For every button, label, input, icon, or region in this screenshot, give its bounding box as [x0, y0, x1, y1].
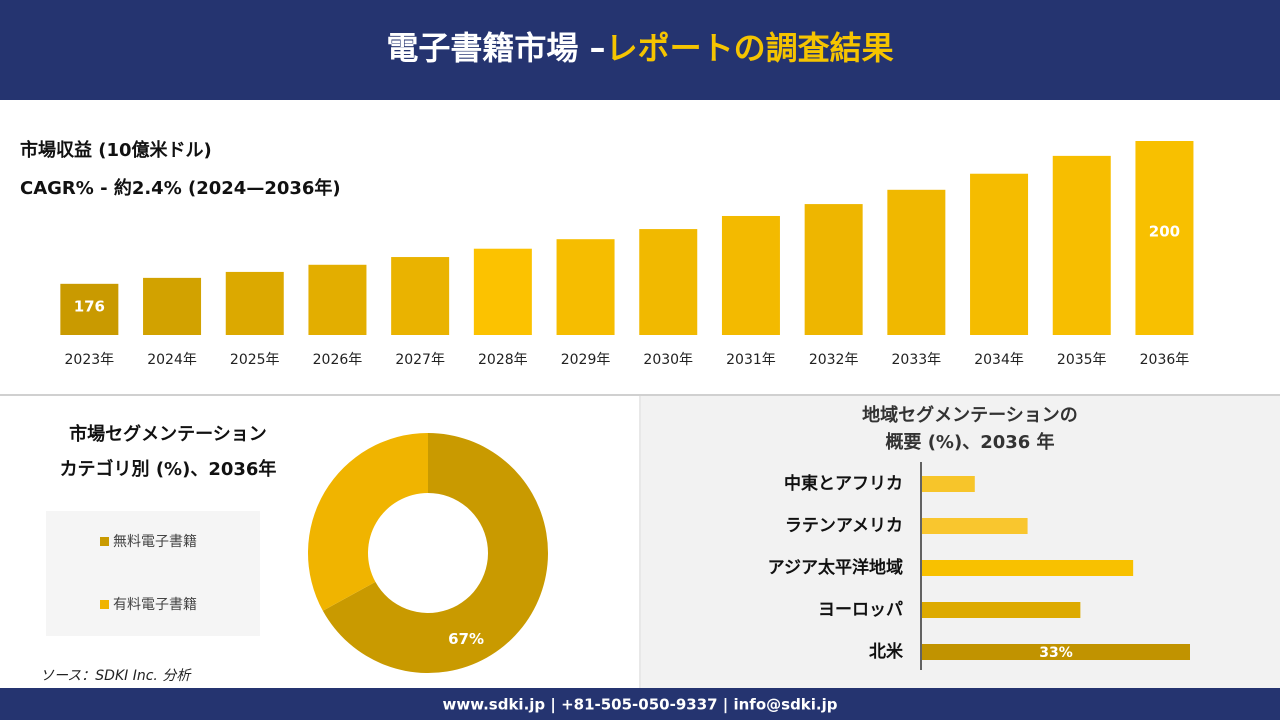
data-label: 33% — [1039, 645, 1073, 661]
legend-box — [46, 511, 260, 636]
x-tick-label: 2035年 — [1057, 352, 1107, 368]
x-tick-label: 2027年 — [395, 352, 445, 368]
region-panel — [641, 396, 1280, 688]
source: ソース：SDKI Inc. 分析 — [40, 668, 192, 684]
bar — [922, 644, 1190, 660]
x-tick-label: 2025年 — [230, 352, 280, 368]
bar — [970, 173, 1029, 335]
legend-label: 無料電子書籍 — [113, 533, 197, 550]
bar — [308, 264, 367, 335]
chart-title: 市場セグメンテーション — [69, 423, 267, 445]
header-title: 電子書籍市場 –レポートの調査結果 — [386, 29, 893, 67]
x-tick-label: 2029年 — [561, 352, 611, 368]
x-tick-label: 2024年 — [147, 352, 197, 368]
bar — [143, 277, 202, 335]
y-tick-label: 中東とアフリカ — [784, 473, 903, 494]
bar — [922, 518, 1028, 534]
bar — [639, 229, 698, 335]
x-tick-label: 2023年 — [65, 352, 115, 368]
bar — [60, 283, 119, 335]
x-tick-label: 2034年 — [974, 352, 1024, 368]
header-bar — [0, 0, 1280, 100]
data-label: 176 — [74, 297, 105, 315]
bar — [804, 204, 863, 335]
chart-title: 概要 (%)、2036 年 — [885, 431, 1054, 453]
legend-label: 有料電子書籍 — [113, 596, 197, 613]
bar — [922, 560, 1134, 576]
bar — [1135, 141, 1194, 335]
bar — [1052, 155, 1111, 335]
y-tick-label: アジア太平洋地域 — [768, 557, 903, 578]
footer: www.sdki.jp | +81-505-050-9337 | info@sd… — [442, 696, 837, 715]
title-accent: レポートの調査結果 — [606, 29, 894, 67]
bar — [556, 239, 615, 335]
chart-title: 市場収益 (10億米ドル) — [20, 139, 212, 161]
bar — [721, 215, 780, 335]
x-tick-label: 2036年 — [1140, 352, 1190, 368]
y-tick-label: ラテンアメリカ — [785, 516, 903, 536]
donut-slice — [322, 433, 548, 674]
x-tick-label: 2026年 — [313, 352, 363, 368]
chart-subtitle: CAGR% - 約2.4% (2024—2036年) — [20, 177, 341, 199]
bar — [225, 271, 284, 335]
legend-swatch — [100, 600, 109, 609]
bar — [887, 189, 946, 335]
x-tick-label: 2030年 — [643, 352, 693, 368]
y-tick-label: ヨーロッパ — [818, 600, 903, 620]
donut-slice — [308, 433, 428, 611]
chart-subtitle: カテゴリ別 (%)、2036年 — [60, 458, 277, 480]
x-tick-label: 2033年 — [892, 352, 942, 368]
title-main: 電子書籍市場 – — [386, 29, 605, 67]
data-label: 67% — [448, 630, 484, 648]
x-tick-label: 2031年 — [726, 352, 776, 368]
chart-title: 地域セグメンテーションの — [862, 404, 1078, 426]
legend-swatch — [100, 537, 109, 546]
y-tick-label: 北米 — [869, 641, 904, 662]
bar — [922, 476, 975, 492]
x-tick-label: 2032年 — [809, 352, 859, 368]
bar — [922, 602, 1081, 618]
data-label: 200 — [1149, 223, 1180, 241]
bar — [473, 248, 532, 335]
x-tick-label: 2028年 — [478, 352, 528, 368]
footer-bar — [0, 688, 1280, 720]
bar — [391, 257, 450, 335]
